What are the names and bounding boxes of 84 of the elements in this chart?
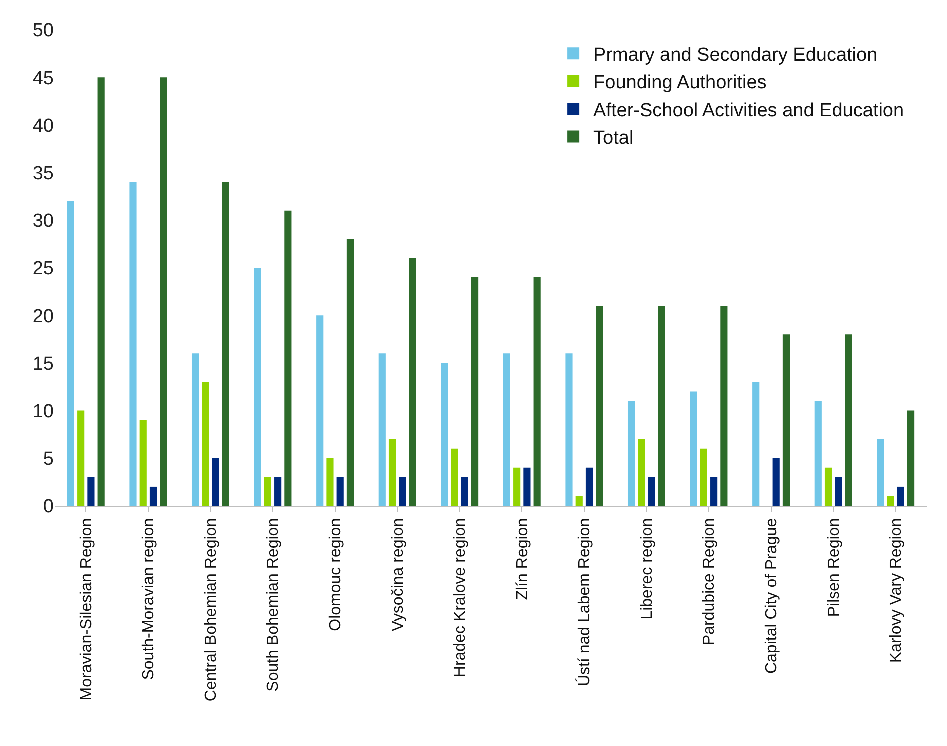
x-tick-label: South-Moravian region: [140, 518, 158, 680]
y-tick-label: 40: [32, 116, 54, 137]
x-tick-label: Hradec Kralove region: [452, 518, 470, 678]
bar: [130, 182, 137, 506]
bar: [814, 401, 822, 506]
legend-label: After-School Activities and Education: [594, 100, 904, 122]
bar: [648, 477, 656, 506]
bar: [284, 210, 292, 506]
bar: [566, 354, 573, 506]
y-tick-label: 5: [43, 449, 54, 470]
bar: [752, 382, 760, 506]
x-tick-label: Karlovy Vary Region: [888, 518, 906, 664]
bar: [202, 382, 210, 506]
bar: [824, 468, 832, 506]
x-tick-label: Olomouc region: [327, 518, 344, 632]
bar: [720, 306, 728, 506]
bar: [222, 182, 230, 506]
bar: [461, 477, 468, 506]
bar: [658, 306, 666, 506]
x-tick-label: Ústí nad Labem Region: [576, 518, 594, 687]
bar: [67, 201, 74, 506]
bar: [887, 496, 894, 506]
y-tick-label: 35: [32, 163, 54, 184]
bar: [346, 239, 354, 506]
legend-label: Founding Authorities: [594, 72, 767, 94]
bar: [514, 468, 521, 506]
bar: [782, 334, 790, 506]
x-tick-label: Moravian-Silesian Region: [78, 518, 96, 701]
y-tick-label: 25: [32, 258, 54, 280]
bar: [441, 363, 448, 506]
bar: [503, 354, 510, 506]
bar: [534, 278, 541, 506]
bar: [274, 477, 282, 506]
bar: [451, 448, 458, 506]
bar: [78, 410, 85, 506]
bar: [628, 401, 636, 506]
bar: [772, 458, 780, 506]
bar: [897, 486, 904, 506]
bar: [700, 448, 708, 506]
legend-label: Prmary and Secondary Education: [594, 45, 878, 66]
y-tick-label: 45: [32, 68, 54, 90]
bar: [524, 468, 531, 506]
x-tick-label: Vysočina region: [390, 518, 407, 632]
x-tick-label: Central Bohemian Region: [202, 518, 220, 702]
bar: [98, 78, 105, 506]
x-tick-label: Capital City of Prague: [763, 518, 780, 674]
bar: [472, 278, 479, 506]
legend-label: Total: [594, 128, 634, 150]
bar: [160, 78, 168, 506]
bar: [638, 439, 646, 506]
bar: [140, 420, 147, 506]
bar: [576, 496, 583, 506]
bar: [316, 316, 324, 506]
bar: [835, 477, 842, 506]
x-tick-label: Zlín Region: [514, 518, 532, 600]
bar: [264, 477, 272, 506]
bar: [378, 354, 386, 506]
bar: [192, 354, 200, 506]
y-tick-label: 0: [43, 496, 54, 518]
y-tick-label: 30: [32, 211, 54, 232]
bar: [690, 392, 698, 506]
bar: [409, 258, 416, 506]
bar: [388, 439, 396, 506]
y-tick-label: 50: [32, 20, 54, 42]
x-tick-label: South Bohemian Region: [265, 518, 282, 692]
bar: [877, 439, 884, 506]
bar: [710, 477, 718, 506]
bar: [336, 477, 344, 506]
y-tick-label: 10: [32, 401, 54, 422]
x-tick-label: Pardubice Region: [701, 518, 718, 646]
bar: [908, 410, 915, 506]
bar: [254, 268, 262, 506]
bar: [845, 334, 852, 506]
y-tick-label: 20: [32, 306, 54, 328]
bar: [399, 477, 406, 506]
bar: [150, 486, 158, 506]
bar: [326, 458, 334, 506]
x-tick-label: Pilsen Region: [826, 518, 843, 618]
y-tick-label: 15: [32, 354, 54, 375]
x-tick-label: Liberec region: [638, 518, 656, 620]
bar: [596, 306, 604, 506]
bar: [586, 468, 594, 506]
bar: [212, 458, 220, 506]
bar: [88, 477, 95, 506]
